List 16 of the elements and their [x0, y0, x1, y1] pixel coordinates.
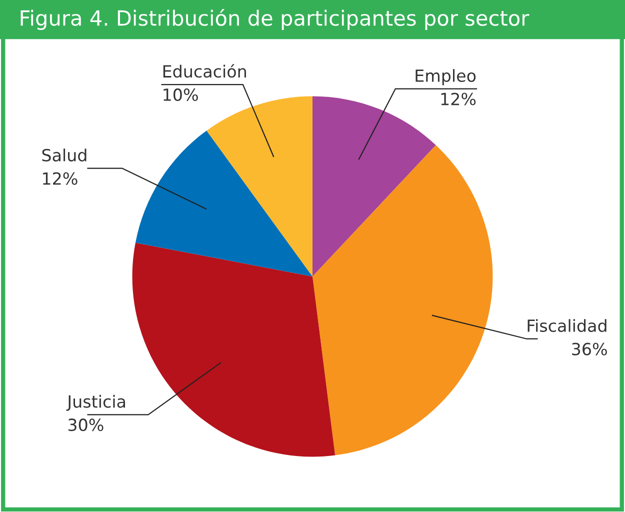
pie-slice — [132, 242, 336, 457]
slice-label: Empleo — [416, 69, 476, 86]
chart-title: Figura 4. Distribución de participantes por sector — [20, 8, 530, 30]
pie-slice — [206, 96, 312, 276]
data-label: 36% — [572, 342, 607, 356]
data-label: 10% — [164, 88, 198, 102]
slice-label: Fiscalidad — [528, 319, 606, 332]
pie-slice — [135, 130, 312, 276]
pie-slice — [312, 96, 436, 276]
slice-label: Educación — [163, 64, 246, 78]
data-label: 12% — [441, 92, 476, 106]
slice-label: Salud — [42, 148, 86, 162]
pie-slice — [312, 145, 493, 456]
slice-label: Justicia — [66, 394, 125, 411]
data-label: 12% — [43, 172, 78, 185]
data-label: 30% — [68, 418, 104, 432]
